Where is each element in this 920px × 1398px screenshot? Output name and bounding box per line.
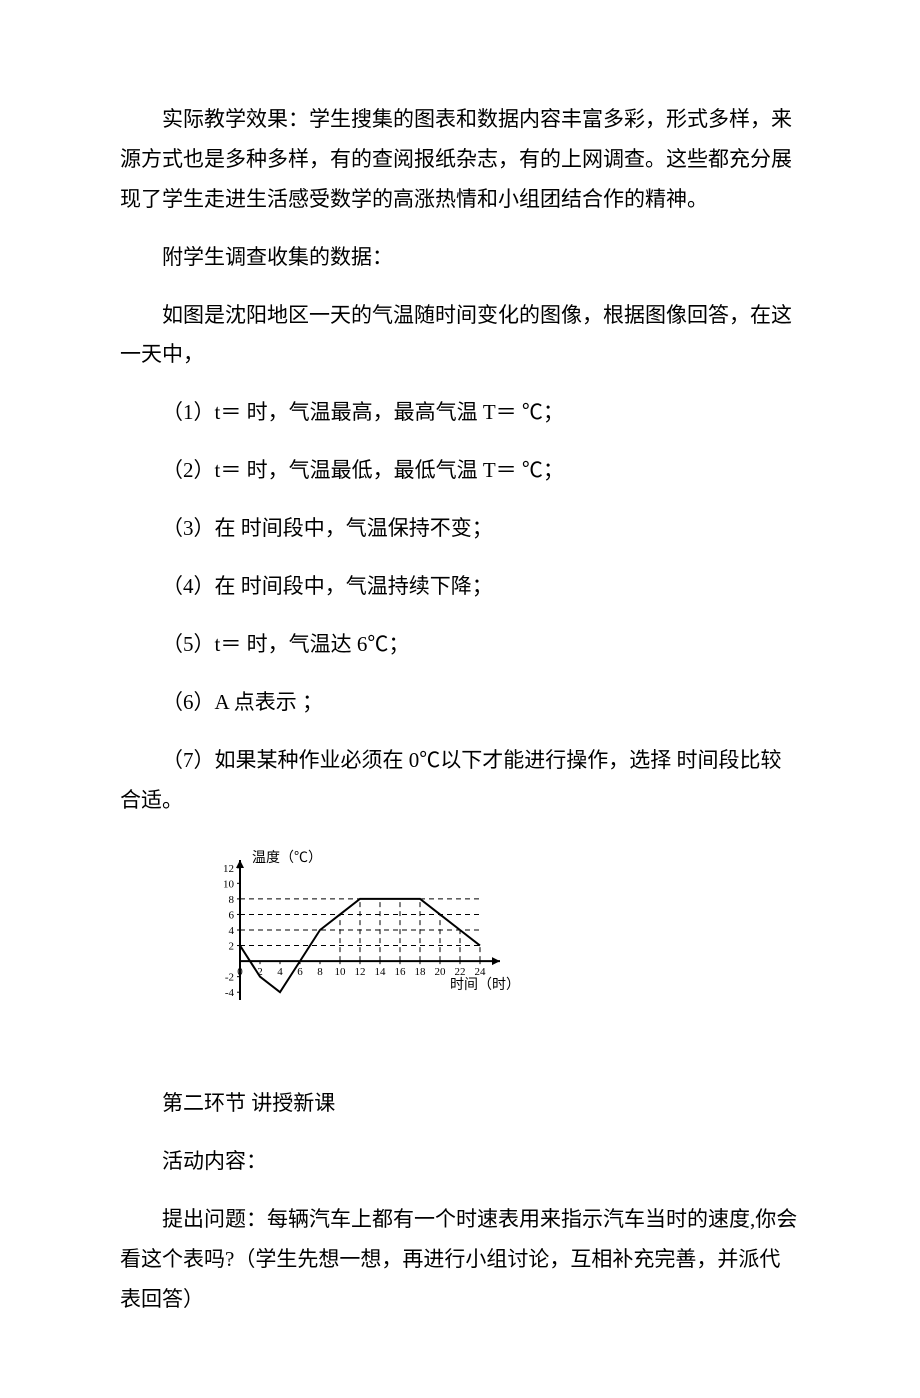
question-6: （6）A 点表示 ；	[120, 683, 800, 723]
section2-heading: 第二环节 讲授新课	[120, 1084, 800, 1124]
svg-text:24: 24	[475, 967, 487, 979]
svg-text:-4: -4	[225, 988, 235, 1000]
svg-text:4: 4	[229, 925, 235, 937]
svg-text:14: 14	[375, 967, 387, 979]
svg-text:时间（时）: 时间（时）	[450, 978, 520, 994]
question-4: （4）在 时间段中，气温持续下降；	[120, 567, 800, 607]
svg-text:温度（℃）: 温度（℃）	[252, 850, 322, 866]
question-2: （2）t＝ 时，气温最低，最低气温 T＝ ℃；	[120, 451, 800, 491]
svg-text:20: 20	[435, 967, 447, 979]
svg-text:8: 8	[317, 967, 323, 979]
question-1: （1）t＝ 时，气温最高，最高气温 T＝ ℃；	[120, 393, 800, 433]
svg-text:16: 16	[395, 967, 407, 979]
svg-text:6: 6	[229, 910, 235, 922]
intro-paragraph-3: 如图是沈阳地区一天的气温随时间变化的图像，根据图像回答，在这一天中，	[120, 296, 800, 376]
svg-text:8: 8	[229, 894, 235, 906]
svg-text:6: 6	[297, 967, 303, 979]
temperature-chart: -4-224681012024681012141618202224温度（℃）时间…	[200, 840, 800, 1054]
svg-text:10: 10	[335, 967, 347, 979]
question-7: （7）如果某种作业必须在 0℃以下才能进行操作，选择 时间段比较合适。	[120, 741, 800, 821]
intro-paragraph-2: 附学生调查收集的数据：	[120, 238, 800, 278]
section2-sub: 活动内容：	[120, 1142, 800, 1182]
svg-text:0: 0	[237, 967, 243, 979]
svg-text:10: 10	[223, 879, 235, 891]
svg-text:18: 18	[415, 967, 427, 979]
intro-paragraph-1: 实际教学效果：学生搜集的图表和数据内容丰富多彩，形式多样，来源方式也是多种多样，…	[120, 100, 800, 220]
svg-text:12: 12	[355, 967, 366, 979]
svg-text:22: 22	[455, 967, 466, 979]
svg-text:12: 12	[223, 863, 234, 875]
svg-text:-2: -2	[225, 972, 234, 984]
question-5: （5）t＝ 时，气温达 6℃；	[120, 625, 800, 665]
svg-text:2: 2	[229, 941, 235, 953]
question-3: （3）在 时间段中，气温保持不变；	[120, 509, 800, 549]
svg-text:4: 4	[277, 967, 283, 979]
